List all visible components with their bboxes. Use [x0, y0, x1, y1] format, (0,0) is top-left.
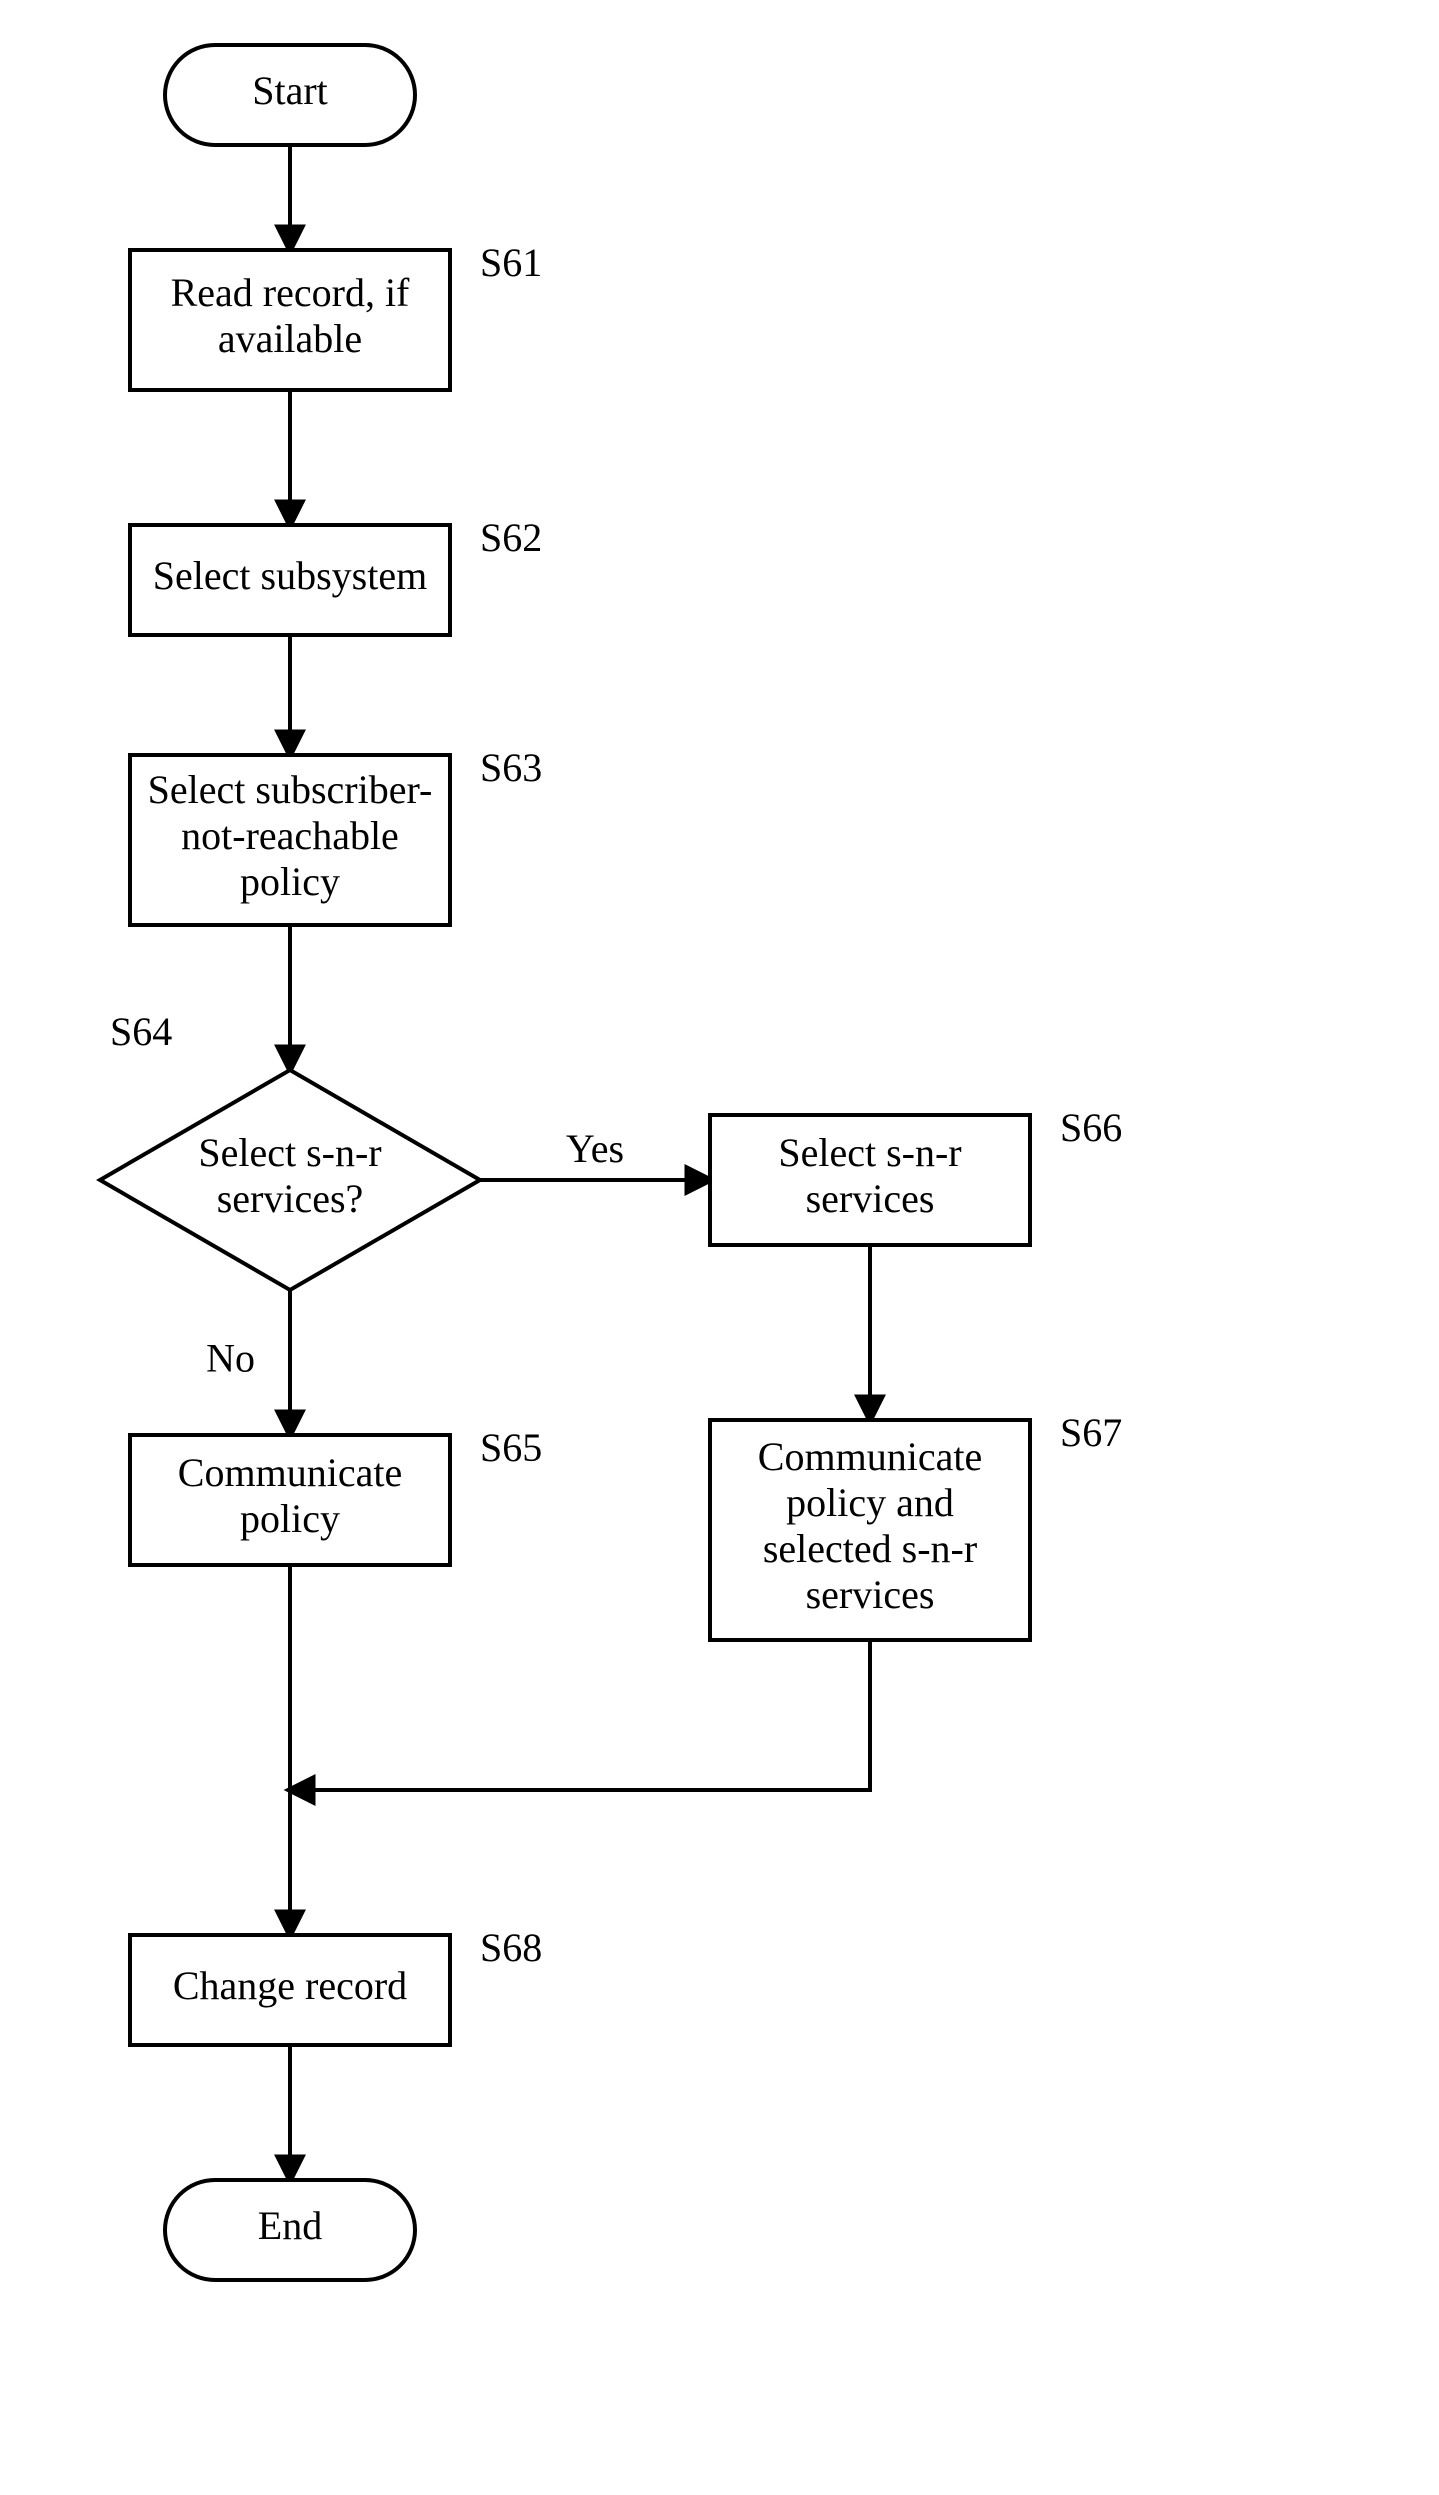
node-s64-text-1: services?	[217, 1176, 364, 1221]
node-s67: Communicatepolicy andselected s-n-rservi…	[710, 1420, 1030, 1640]
node-s63-text-1: not-reachable	[181, 813, 399, 858]
label-s61: S61	[480, 240, 542, 285]
node-s66-text-0: Select s-n-r	[778, 1130, 961, 1175]
flowchart-canvas: Start Read record, ifavailable Select subs…	[0, 0, 1439, 2495]
node-s61-text-0: Read record, if	[171, 270, 410, 315]
node-s68: Change record	[130, 1935, 450, 2045]
label-s62: S62	[480, 515, 542, 560]
node-s65-text-1: policy	[240, 1496, 340, 1541]
label-s63: S63	[480, 745, 542, 790]
node-s61: Read record, ifavailable	[130, 250, 450, 390]
node-s64: Select s-n-rservices?	[100, 1070, 480, 1290]
node-s65: Communicatepolicy	[130, 1435, 450, 1565]
node-s62-text-0: Select subsystem	[153, 553, 427, 598]
node-end: End	[165, 2180, 415, 2280]
label-s68: S68	[480, 1925, 542, 1970]
edge-label-4: Yes	[566, 1126, 624, 1171]
node-s62: Select subsystem	[130, 525, 450, 635]
label-s65: S65	[480, 1425, 542, 1470]
node-s65-text-0: Communicate	[178, 1450, 402, 1495]
node-s67-text-0: Communicate	[758, 1434, 982, 1479]
node-s64-text-0: Select s-n-r	[198, 1130, 381, 1175]
node-s66: Select s-n-rservices	[710, 1115, 1030, 1245]
node-s61-text-1: available	[218, 316, 362, 361]
node-s67-text-1: policy and	[786, 1480, 954, 1525]
edge-s67-s68	[290, 1640, 870, 1790]
node-s68-text-0: Change record	[173, 1963, 407, 2008]
node-start-text-0: Start	[252, 68, 328, 113]
node-start: Start	[165, 45, 415, 145]
node-s67-text-2: selected s-n-r	[763, 1526, 977, 1571]
node-s66-text-1: services	[806, 1176, 935, 1221]
node-s63-text-0: Select subscriber-	[148, 767, 433, 812]
label-s67: S67	[1060, 1410, 1122, 1455]
label-s66: S66	[1060, 1105, 1122, 1150]
node-s67-text-3: services	[806, 1572, 935, 1617]
node-end-text-0: End	[258, 2203, 322, 2248]
edge-label-5: No	[206, 1336, 255, 1381]
node-s63-text-2: policy	[240, 859, 340, 904]
node-s63: Select subscriber-not-reachablepolicy	[130, 755, 450, 925]
label-s64: S64	[110, 1009, 172, 1054]
